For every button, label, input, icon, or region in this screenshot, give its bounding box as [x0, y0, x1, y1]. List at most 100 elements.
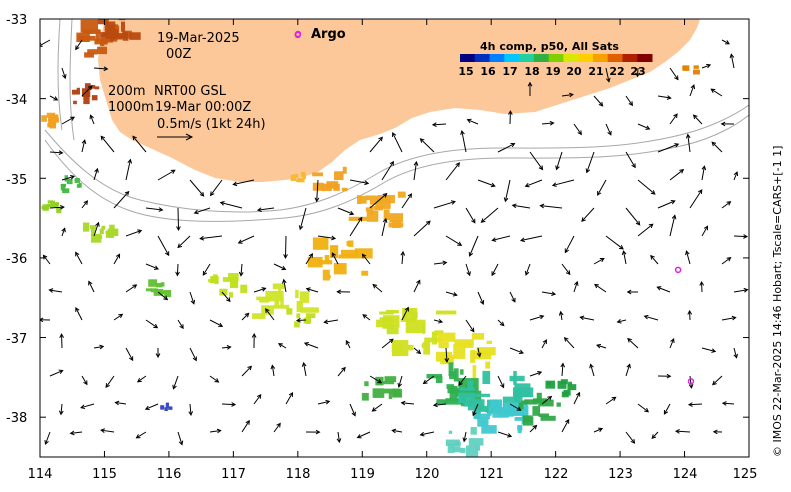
current-arrow-head — [135, 434, 141, 439]
current-arrow — [657, 200, 675, 209]
current-arrow-head — [598, 101, 604, 107]
sst-pixel — [478, 405, 495, 412]
current-arrow — [61, 116, 75, 125]
current-arrow-head — [539, 203, 545, 209]
current-arrow-head — [81, 139, 87, 145]
current-arrow — [401, 307, 409, 321]
current-arrow — [189, 179, 205, 197]
current-arrow — [669, 215, 676, 237]
current-arrow-head — [61, 227, 66, 233]
sst-pixel — [557, 380, 567, 389]
current-arrow-head — [331, 252, 336, 258]
current-arrow-head — [303, 342, 309, 347]
sst-pixel — [486, 340, 492, 344]
current-arrow — [541, 122, 554, 125]
current-arrow — [43, 255, 51, 265]
current-arrow — [145, 319, 158, 329]
sst-pixel — [342, 166, 347, 174]
current-arrow — [573, 281, 578, 293]
lat-tick-label: -36 — [6, 252, 27, 267]
sst-pixel — [532, 406, 540, 416]
current-arrow-head — [382, 217, 388, 223]
current-arrow-head — [251, 332, 257, 338]
current-arrow-head — [663, 409, 669, 415]
current-arrow — [733, 347, 738, 358]
product-label: NRT00 GSL — [154, 84, 227, 99]
current-arrow-head — [542, 339, 547, 345]
sst-pixel — [410, 316, 417, 320]
current-arrow — [49, 151, 63, 154]
lon-tick-label: 119 — [350, 467, 375, 482]
current-arrow-head — [635, 220, 641, 226]
current-arrow — [472, 403, 479, 416]
current-arrow-head — [144, 405, 150, 411]
current-arrow-head — [422, 379, 428, 385]
sst-pixel — [306, 320, 310, 324]
current-arrow-head — [325, 399, 331, 405]
current-arrow-head — [651, 434, 657, 439]
current-arrow-head — [687, 402, 693, 407]
current-arrow-head — [44, 439, 49, 445]
current-arrow — [529, 425, 537, 433]
current-arrow — [701, 166, 705, 181]
sst-pixel — [568, 381, 573, 386]
sst-pixel — [436, 310, 457, 315]
sst-pixel — [252, 313, 266, 319]
current-arrow — [561, 363, 564, 377]
current-arrow-head — [725, 40, 730, 45]
current-arrow — [372, 403, 383, 412]
current-arrow — [689, 84, 695, 97]
current-arrow-head — [666, 373, 672, 379]
sst-pixel — [359, 195, 367, 204]
sst-pixel — [382, 324, 394, 329]
current-arrow — [461, 130, 467, 153]
current-arrow-head — [711, 141, 717, 147]
current-arrow-head — [256, 394, 262, 399]
colorbar-tick: 19 — [545, 65, 560, 78]
current-arrow — [627, 338, 639, 349]
sst-pixel — [384, 388, 398, 394]
current-arrow — [177, 431, 183, 445]
current-arrow — [477, 179, 495, 187]
current-arrow — [61, 175, 75, 181]
sst-pixel — [222, 277, 235, 282]
sst-pixel — [100, 32, 114, 38]
current-arrow — [81, 85, 93, 97]
current-arrow-head — [336, 438, 342, 444]
current-arrow — [177, 207, 180, 230]
colorbar-swatch — [519, 54, 535, 62]
current-arrow-head — [137, 229, 143, 234]
sst-pixel — [443, 400, 464, 405]
current-arrow-head — [382, 193, 388, 198]
current-arrow-head — [356, 434, 362, 439]
current-arrow-head — [685, 250, 690, 256]
current-arrow — [676, 430, 691, 433]
current-arrow-head — [438, 318, 444, 324]
current-arrow-head — [371, 407, 377, 412]
current-arrow — [202, 263, 211, 276]
lat-tick-label: -38 — [6, 411, 27, 426]
sst-pixel — [377, 194, 395, 204]
current-arrow — [710, 88, 723, 97]
current-arrow-head — [95, 221, 100, 227]
sst-pixel — [461, 342, 474, 348]
current-arrow-head — [631, 163, 636, 169]
current-arrow-head — [99, 344, 105, 350]
sst-pixel — [445, 398, 467, 402]
current-arrow — [617, 319, 627, 323]
current-arrow — [93, 67, 108, 70]
lon-tick-label: 117 — [221, 467, 246, 482]
current-arrow-head — [80, 404, 86, 410]
sst-pixel — [168, 406, 173, 410]
current-arrow-head — [193, 209, 199, 215]
current-arrow — [605, 67, 610, 82]
current-arrow-head — [336, 289, 342, 295]
plot-frame — [39, 18, 750, 458]
current-arrow-head — [444, 358, 450, 363]
current-arrow-head — [519, 237, 525, 243]
current-arrow — [596, 344, 607, 349]
colorbar-swatch — [548, 54, 564, 62]
lon-tick-label: 116 — [157, 467, 182, 482]
current-arrow — [721, 39, 730, 45]
current-arrow — [221, 291, 231, 302]
